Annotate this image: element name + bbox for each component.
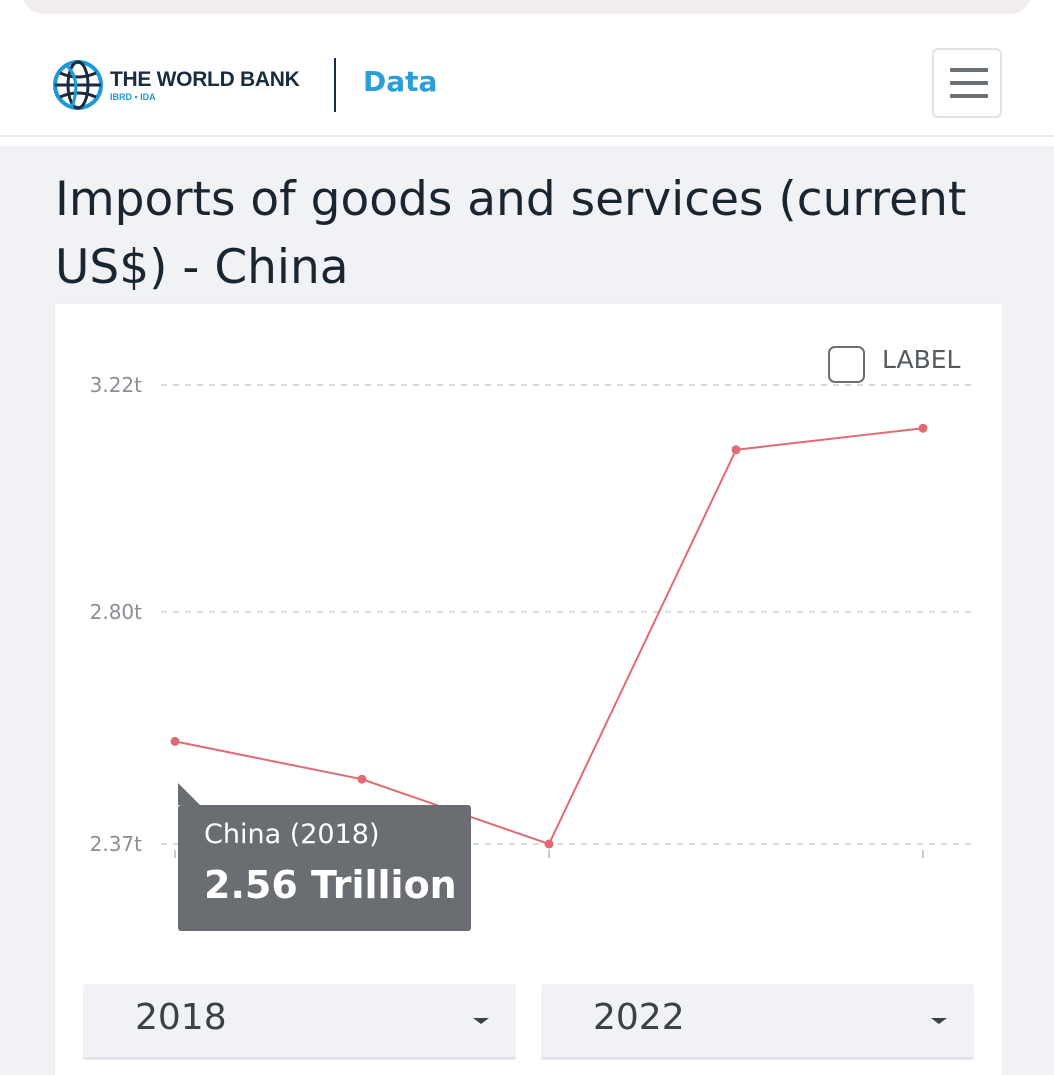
chart-card: 3.22t 2.80t 2.37t LABEL China (2018) 2.56 … <box>55 304 1002 1075</box>
label-toggle[interactable]: LABEL <box>828 345 961 383</box>
end-year-value: 2022 <box>593 997 685 1038</box>
chart-tooltip: China (2018) 2.56 Trillion <box>178 783 471 931</box>
tooltip-value: 2.56 Trillion <box>204 863 457 907</box>
data-point <box>357 774 367 784</box>
logo-name: THE WORLD BANK <box>110 67 300 91</box>
page-title: Imports of goods and services (current U… <box>55 172 967 295</box>
y-tick-label: 2.37t <box>90 832 143 856</box>
label-checkbox[interactable] <box>828 346 865 383</box>
series-line <box>174 427 924 846</box>
line-chart: 3.22t 2.80t 2.37t <box>90 373 973 858</box>
data-point <box>731 445 741 455</box>
data-link[interactable]: Data <box>363 65 438 98</box>
data-point <box>544 839 554 849</box>
caret-down-icon <box>931 1018 947 1024</box>
y-tick-label: 3.22t <box>90 373 143 397</box>
logo-subtitle: IBRD • IDA <box>110 91 156 102</box>
end-year-select[interactable]: 2022 <box>541 984 974 1060</box>
caret-down-icon <box>473 1018 489 1024</box>
tooltip-title: China (2018) <box>204 819 380 850</box>
browser-strip <box>22 0 1032 14</box>
world-bank-logo[interactable]: THE WORLD BANK IBRD • IDA <box>52 59 300 111</box>
main-content: Imports of goods and services (current U… <box>0 146 1054 1075</box>
data-point <box>170 736 180 746</box>
site-header: THE WORLD BANK IBRD • IDA Data <box>0 30 1054 137</box>
start-year-select[interactable]: 2018 <box>83 984 516 1060</box>
globe-icon <box>53 60 103 110</box>
menu-button[interactable] <box>932 48 1002 118</box>
start-year-value: 2018 <box>135 997 227 1038</box>
header-divider <box>334 58 336 112</box>
label-toggle-text: LABEL <box>882 345 961 374</box>
y-tick-label: 2.80t <box>90 600 143 624</box>
data-point <box>918 423 928 433</box>
